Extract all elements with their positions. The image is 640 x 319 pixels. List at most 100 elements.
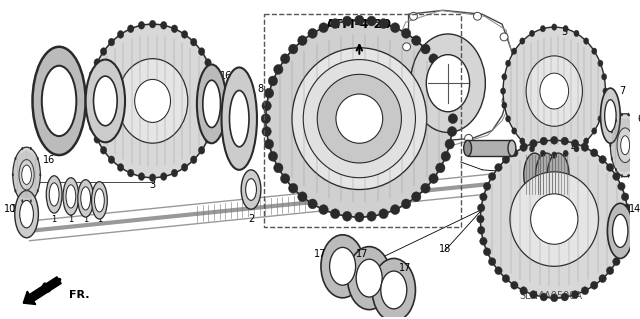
Ellipse shape <box>400 87 408 95</box>
Ellipse shape <box>191 156 197 164</box>
Text: 5: 5 <box>561 27 567 37</box>
Ellipse shape <box>367 16 376 26</box>
Ellipse shape <box>37 189 38 192</box>
Ellipse shape <box>356 259 382 297</box>
Ellipse shape <box>92 182 108 219</box>
Ellipse shape <box>355 15 364 25</box>
Ellipse shape <box>592 128 597 134</box>
Ellipse shape <box>89 71 95 78</box>
Ellipse shape <box>506 60 511 67</box>
Ellipse shape <box>205 136 211 143</box>
Ellipse shape <box>621 193 628 201</box>
Ellipse shape <box>12 174 13 176</box>
Ellipse shape <box>477 226 485 234</box>
Ellipse shape <box>488 258 496 266</box>
Ellipse shape <box>78 180 93 217</box>
Ellipse shape <box>149 174 156 182</box>
Bar <box>264 14 461 227</box>
Ellipse shape <box>221 67 257 170</box>
Ellipse shape <box>410 12 417 20</box>
Ellipse shape <box>280 174 290 183</box>
Ellipse shape <box>536 153 557 197</box>
Ellipse shape <box>581 287 589 295</box>
Ellipse shape <box>628 113 629 116</box>
Ellipse shape <box>292 48 427 189</box>
Ellipse shape <box>264 139 274 149</box>
Ellipse shape <box>330 209 340 219</box>
Ellipse shape <box>127 25 134 33</box>
Text: 7: 7 <box>619 86 625 96</box>
Ellipse shape <box>477 204 485 212</box>
Ellipse shape <box>348 247 391 310</box>
Ellipse shape <box>298 192 307 202</box>
Ellipse shape <box>611 114 640 177</box>
Ellipse shape <box>611 130 612 133</box>
Ellipse shape <box>612 214 628 248</box>
Ellipse shape <box>81 187 90 210</box>
Ellipse shape <box>134 79 170 122</box>
Ellipse shape <box>262 101 271 111</box>
Ellipse shape <box>429 54 438 63</box>
Ellipse shape <box>511 149 518 157</box>
Ellipse shape <box>161 21 167 29</box>
Ellipse shape <box>602 74 607 80</box>
Ellipse shape <box>342 16 352 26</box>
Ellipse shape <box>429 174 438 183</box>
Ellipse shape <box>319 23 328 33</box>
Ellipse shape <box>367 211 376 221</box>
Ellipse shape <box>448 114 458 123</box>
Ellipse shape <box>480 237 487 245</box>
Ellipse shape <box>100 146 107 154</box>
Ellipse shape <box>436 163 445 173</box>
Text: ATM-4-20: ATM-4-20 <box>326 18 392 31</box>
Ellipse shape <box>230 91 249 147</box>
Ellipse shape <box>209 71 216 78</box>
Ellipse shape <box>280 54 290 63</box>
Ellipse shape <box>584 38 589 44</box>
Ellipse shape <box>488 173 496 181</box>
Ellipse shape <box>621 174 623 177</box>
Ellipse shape <box>88 24 216 178</box>
Ellipse shape <box>607 203 633 258</box>
Ellipse shape <box>591 149 598 157</box>
Ellipse shape <box>108 38 115 46</box>
Ellipse shape <box>561 293 568 301</box>
Text: 1: 1 <box>97 215 102 224</box>
Ellipse shape <box>621 136 630 155</box>
Ellipse shape <box>540 26 545 32</box>
Ellipse shape <box>441 152 451 161</box>
Ellipse shape <box>618 248 625 256</box>
Ellipse shape <box>172 169 178 177</box>
Ellipse shape <box>610 144 611 147</box>
Ellipse shape <box>212 84 219 92</box>
Ellipse shape <box>572 291 579 299</box>
Text: 9: 9 <box>494 170 500 180</box>
Text: 10: 10 <box>4 204 16 214</box>
Ellipse shape <box>198 146 205 154</box>
Ellipse shape <box>15 190 38 238</box>
Ellipse shape <box>464 140 472 156</box>
Ellipse shape <box>138 21 145 29</box>
Ellipse shape <box>268 152 278 161</box>
Ellipse shape <box>412 192 421 202</box>
Ellipse shape <box>205 59 211 66</box>
Text: 16: 16 <box>43 155 55 165</box>
Ellipse shape <box>637 130 639 133</box>
Ellipse shape <box>441 76 451 86</box>
Ellipse shape <box>483 182 491 190</box>
Ellipse shape <box>599 156 606 163</box>
Ellipse shape <box>22 165 31 184</box>
Ellipse shape <box>412 36 421 46</box>
Ellipse shape <box>508 140 516 156</box>
Ellipse shape <box>598 60 603 67</box>
Ellipse shape <box>379 19 388 28</box>
Ellipse shape <box>330 19 340 28</box>
Ellipse shape <box>355 212 364 222</box>
Ellipse shape <box>495 267 502 275</box>
Ellipse shape <box>30 200 31 202</box>
Ellipse shape <box>628 174 629 177</box>
Ellipse shape <box>474 12 481 20</box>
Ellipse shape <box>520 38 525 44</box>
Ellipse shape <box>262 127 271 137</box>
Ellipse shape <box>40 174 41 176</box>
